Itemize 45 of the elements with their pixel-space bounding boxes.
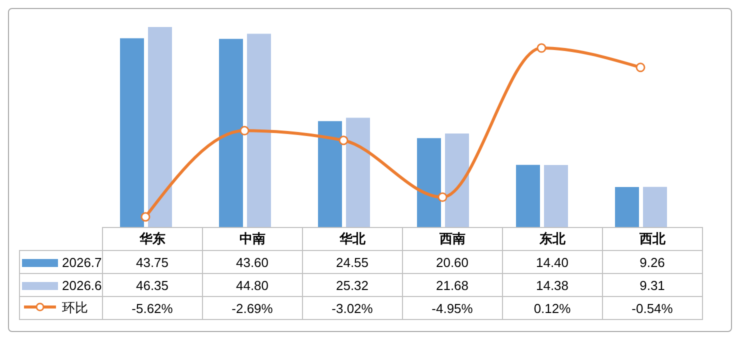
legend-label: 环比 — [62, 300, 88, 315]
data-label: 25.32 — [302, 274, 402, 296]
x-tick-label: 西南 — [402, 228, 502, 250]
point — [438, 192, 448, 202]
point — [636, 62, 646, 72]
data-label: 44.80 — [202, 274, 302, 296]
data-label: 14.40 — [502, 250, 602, 274]
bar — [346, 118, 370, 227]
point — [338, 136, 348, 146]
x-tick-label: 西北 — [602, 228, 702, 250]
data-label: 9.26 — [602, 250, 702, 274]
bar — [516, 164, 540, 227]
bar — [219, 38, 243, 227]
bar — [544, 164, 568, 227]
data-label: 0.12% — [502, 296, 602, 320]
data-label: 43.75 — [102, 250, 202, 274]
data-label: 46.35 — [102, 274, 202, 296]
bar — [247, 34, 271, 227]
data-label: -0.54% — [602, 296, 702, 320]
bar — [643, 186, 667, 227]
point — [536, 43, 546, 53]
bar — [148, 27, 172, 227]
data-label: 9.31 — [602, 274, 702, 296]
bar — [445, 133, 469, 227]
data-label: 24.55 — [302, 250, 402, 274]
x-tick-label: 东北 — [502, 228, 602, 250]
bar — [318, 121, 342, 227]
x-tick-label: 中南 — [202, 228, 302, 250]
x-tick-label: 华东 — [102, 228, 202, 250]
data-label: -3.02% — [302, 296, 402, 320]
data-label: 21.68 — [402, 274, 502, 296]
bar — [417, 138, 441, 227]
x-tick-label: 华北 — [302, 228, 402, 250]
data-label: 14.38 — [502, 274, 602, 296]
data-label: -4.95% — [402, 296, 502, 320]
data-label: 43.60 — [202, 250, 302, 274]
data-label: -2.69% — [202, 296, 302, 320]
legend-label: 2026.7 — [62, 254, 102, 270]
point — [140, 212, 150, 222]
data-label: -5.62% — [102, 296, 202, 320]
legend-label: 2026.6 — [62, 278, 102, 292]
bar — [615, 187, 639, 227]
data-label: 20.60 — [402, 250, 502, 274]
point — [240, 126, 250, 136]
bar — [120, 38, 144, 227]
